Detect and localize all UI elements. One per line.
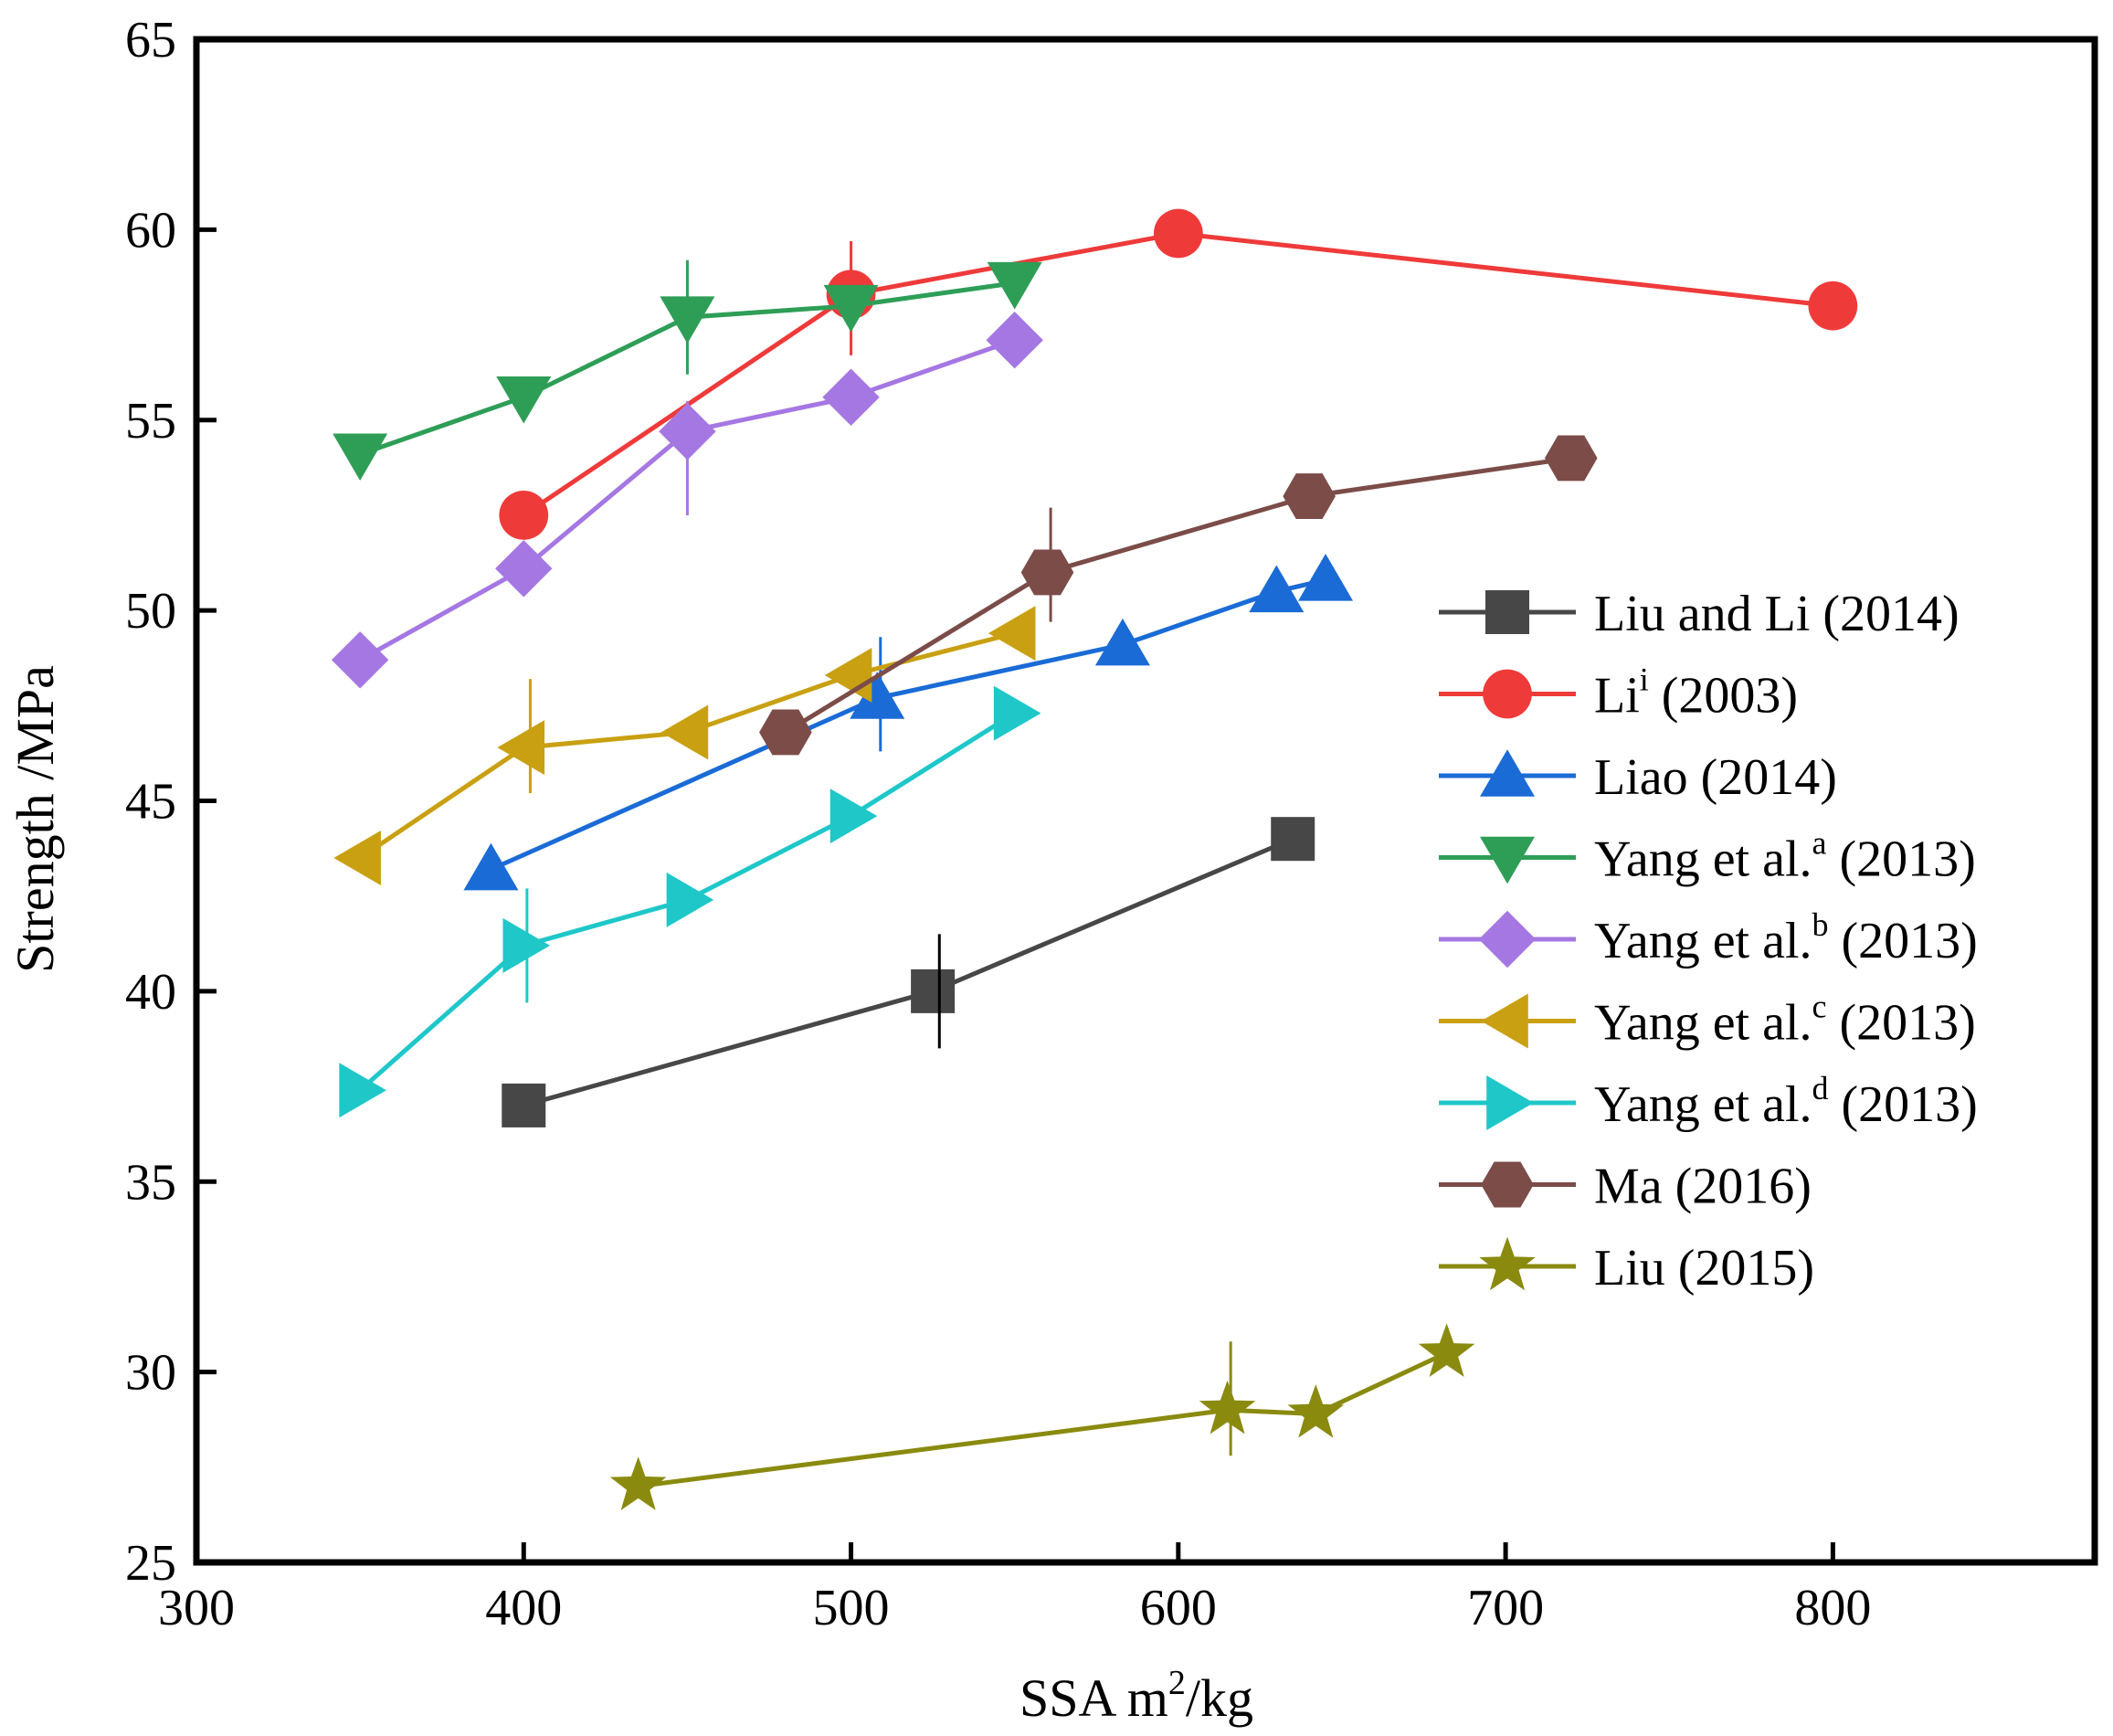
legend-label: Yang et al.c (2013) — [1594, 989, 1976, 1052]
legend-marker — [1478, 910, 1537, 969]
legend-label: Liu (2015) — [1594, 1240, 1814, 1297]
legend-item: Liu (2015) — [1439, 1236, 1814, 1297]
data-point — [333, 831, 381, 886]
legend-label: Liao (2014) — [1594, 749, 1837, 806]
data-point — [1808, 281, 1858, 331]
data-point — [331, 631, 389, 689]
y-tick-label: 35 — [125, 1154, 176, 1211]
data-point — [1199, 1380, 1256, 1434]
legend-marker — [1480, 749, 1535, 797]
legend-marker — [1483, 669, 1532, 719]
series-3 — [463, 553, 1354, 891]
data-point — [911, 969, 956, 1013]
legend-item: Lii (2003) — [1439, 662, 1798, 725]
series-4 — [333, 259, 1042, 482]
legend-item: Liu and Li (2014) — [1439, 586, 1960, 642]
series-line — [784, 455, 1572, 735]
x-axis-label: SSA m2/kg — [1020, 1664, 1253, 1728]
data-point — [993, 685, 1041, 741]
y-tick-label: 50 — [125, 583, 176, 640]
series-9 — [609, 1323, 1475, 1510]
data-point — [497, 720, 545, 776]
x-tick-label: 800 — [1794, 1580, 1871, 1636]
y-tick-label: 25 — [125, 1535, 176, 1592]
series-line — [523, 836, 1294, 1108]
data-point — [339, 1063, 386, 1118]
series-1 — [502, 817, 1315, 1127]
legend: Liu and Li (2014) Lii (2003) Liao (2014) Ya… — [1439, 586, 1978, 1297]
series-6 — [333, 606, 1036, 886]
data-point — [1094, 618, 1150, 666]
series-line — [522, 231, 1833, 518]
data-point — [496, 376, 552, 424]
data-point — [823, 284, 879, 333]
legend-label: Yang et al.b (2013) — [1594, 906, 1978, 969]
legend-label: Liu and Li (2014) — [1594, 586, 1960, 642]
data-point — [829, 789, 878, 844]
legend-item: Yang et al.d (2013) — [1439, 1070, 1978, 1133]
legend-marker — [1486, 1075, 1534, 1130]
data-point — [1287, 1384, 1345, 1438]
y-tick-label: 65 — [125, 12, 176, 69]
data-point — [1249, 565, 1305, 613]
legend-item: Liao (2014) — [1439, 749, 1837, 806]
legend-item: Yang et al.c (2013) — [1439, 989, 1976, 1052]
y-tick-label: 30 — [125, 1345, 176, 1402]
y-tick-label: 40 — [125, 964, 176, 1021]
series-2 — [499, 208, 1858, 540]
legend-label: Yang et al.a (2013) — [1594, 825, 1976, 888]
plot-marks — [331, 208, 1858, 1510]
data-point — [333, 433, 388, 482]
data-point — [1418, 1323, 1475, 1377]
x-tick-label: 500 — [813, 1580, 890, 1636]
legend-item: Yang et al.a (2013) — [1439, 825, 1976, 888]
legend-marker — [1479, 1236, 1536, 1291]
y-tick-label: 60 — [125, 202, 176, 259]
data-point — [495, 540, 553, 598]
legend-label: Ma (2016) — [1594, 1159, 1812, 1215]
legend-label: Yang et al.d (2013) — [1594, 1070, 1978, 1133]
data-point — [1544, 435, 1598, 482]
series-5 — [331, 312, 1043, 689]
data-point — [463, 842, 519, 891]
data-point — [609, 1456, 667, 1510]
legend-item: Ma (2016) — [1439, 1159, 1812, 1215]
axis-ticks: 300 400 500 600 700 800 25 30 35 40 45 50 55 60 65 — [125, 12, 1871, 1636]
legend-marker — [1485, 590, 1529, 634]
data-point — [850, 672, 905, 719]
legend-marker — [1481, 1161, 1534, 1208]
series-line — [490, 577, 1326, 872]
y-tick-label: 45 — [125, 774, 176, 831]
data-point — [502, 1083, 546, 1127]
data-point — [987, 261, 1042, 310]
data-point — [1283, 473, 1336, 520]
data-point — [666, 872, 714, 927]
legend-item: Yang et al.b (2013) — [1439, 906, 1978, 969]
data-point — [759, 709, 812, 756]
data-point — [1153, 208, 1203, 259]
data-point — [660, 704, 709, 760]
data-point — [822, 368, 880, 426]
y-axis-label: Strength /MPa — [5, 665, 65, 973]
data-point — [499, 491, 549, 540]
series-7 — [339, 685, 1041, 1118]
data-point — [988, 606, 1036, 662]
data-point — [1020, 549, 1074, 596]
legend-marker — [1481, 993, 1528, 1049]
data-point — [1271, 817, 1315, 862]
x-tick-label: 700 — [1467, 1580, 1544, 1636]
y-tick-label: 55 — [125, 393, 176, 450]
series-8 — [759, 435, 1598, 756]
data-point — [986, 312, 1043, 369]
legend-marker — [1480, 836, 1535, 884]
data-point — [1298, 553, 1354, 601]
x-tick-label: 400 — [485, 1580, 562, 1636]
x-tick-label: 600 — [1140, 1580, 1217, 1636]
series-line — [638, 1350, 1448, 1489]
legend-label: Lii (2003) — [1594, 662, 1798, 725]
x-tick-label: 300 — [158, 1580, 235, 1636]
